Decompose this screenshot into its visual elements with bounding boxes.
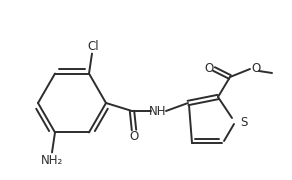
Text: NH: NH xyxy=(149,105,167,118)
Text: O: O xyxy=(251,62,261,75)
Text: S: S xyxy=(240,116,248,129)
Text: NH₂: NH₂ xyxy=(41,154,63,167)
Text: O: O xyxy=(204,62,214,75)
Text: O: O xyxy=(129,130,139,143)
Text: Cl: Cl xyxy=(87,40,99,53)
